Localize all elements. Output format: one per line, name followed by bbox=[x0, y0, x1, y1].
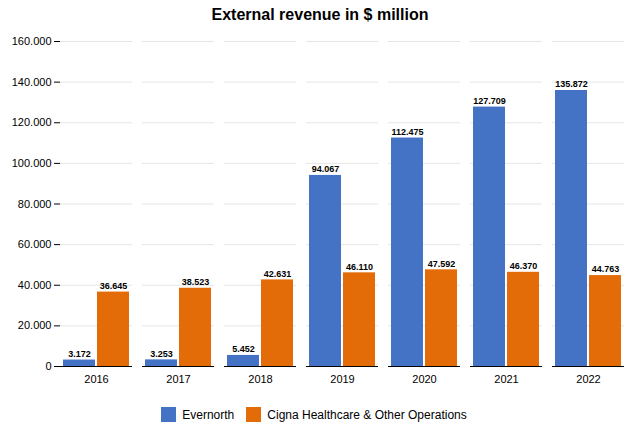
svg-text:2016: 2016 bbox=[84, 373, 108, 385]
svg-text:112.475: 112.475 bbox=[391, 127, 423, 137]
svg-text:2017: 2017 bbox=[166, 373, 190, 385]
svg-text:46.110: 46.110 bbox=[346, 262, 373, 272]
svg-text:5.452: 5.452 bbox=[232, 344, 255, 354]
html-text:External revenue in $ million: External revenue in $ million bbox=[211, 6, 429, 23]
svg-text:47.592: 47.592 bbox=[428, 259, 456, 269]
svg-text:2021: 2021 bbox=[494, 373, 518, 385]
svg-text:80.000: 80.000 bbox=[18, 198, 52, 210]
svg-text:2018: 2018 bbox=[248, 373, 272, 385]
svg-text:94.067: 94.067 bbox=[312, 164, 340, 174]
svg-text:2020: 2020 bbox=[412, 373, 436, 385]
svg-text:60.000: 60.000 bbox=[18, 238, 52, 250]
svg-text:44.763: 44.763 bbox=[592, 264, 620, 274]
svg-text:2022: 2022 bbox=[576, 373, 600, 385]
svg-text:140.000: 140.000 bbox=[12, 76, 52, 88]
svg-text:120.000: 120.000 bbox=[12, 116, 52, 128]
svg-text:42.631: 42.631 bbox=[264, 269, 292, 279]
svg-text:36.645: 36.645 bbox=[100, 281, 128, 291]
svg-text:0: 0 bbox=[45, 360, 51, 372]
svg-text:3.172: 3.172 bbox=[68, 349, 91, 359]
svg-text:2019: 2019 bbox=[330, 373, 354, 385]
svg-text:3.253: 3.253 bbox=[150, 349, 173, 359]
svg-text:127.709: 127.709 bbox=[473, 96, 506, 106]
svg-text:160.000: 160.000 bbox=[12, 35, 52, 47]
svg-text:100.000: 100.000 bbox=[12, 157, 52, 169]
svg-text:135.872: 135.872 bbox=[555, 79, 588, 89]
html-text:Evernorth: Evernorth bbox=[182, 407, 235, 422]
svg-text:20.000: 20.000 bbox=[18, 319, 52, 331]
html-text:Cigna Healthcare & Other Opera: Cigna Healthcare & Other Operations bbox=[267, 407, 467, 422]
svg-text:46.370: 46.370 bbox=[510, 261, 538, 271]
svg-text:38.523: 38.523 bbox=[182, 277, 210, 287]
svg-text:40.000: 40.000 bbox=[18, 279, 52, 291]
